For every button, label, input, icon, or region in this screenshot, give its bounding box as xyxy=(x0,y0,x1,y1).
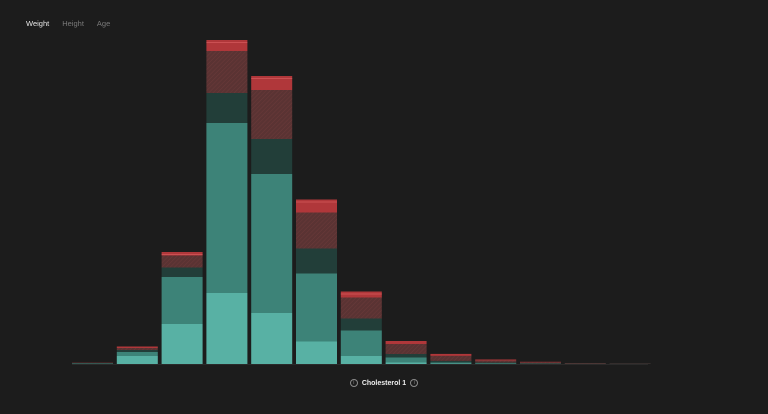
bar-segment[interactable] xyxy=(340,356,382,364)
bar-segment[interactable] xyxy=(251,90,293,139)
bar-segment[interactable] xyxy=(475,359,517,361)
bar-segment[interactable] xyxy=(161,267,203,278)
tab-weight[interactable]: Weight xyxy=(26,19,50,28)
bar-segment[interactable] xyxy=(206,51,248,93)
bar-segment[interactable] xyxy=(520,362,561,364)
bar-segment[interactable] xyxy=(340,330,382,357)
histogram-bar[interactable] xyxy=(564,363,606,364)
bar-segment[interactable] xyxy=(206,123,248,293)
bar-segment[interactable] xyxy=(430,360,472,363)
bar-segment[interactable] xyxy=(296,199,337,213)
bar-segment[interactable] xyxy=(116,348,158,350)
bar-segment[interactable] xyxy=(385,362,427,365)
bar-segment[interactable] xyxy=(116,352,158,356)
bar-segment[interactable] xyxy=(340,291,382,298)
bar-segment[interactable] xyxy=(340,297,382,319)
histogram-bar[interactable] xyxy=(475,359,517,365)
bar-segment[interactable] xyxy=(251,313,293,364)
bar-segment[interactable] xyxy=(161,277,203,324)
tab-age[interactable]: Age xyxy=(96,19,111,28)
bar-segment[interactable] xyxy=(296,212,337,249)
histogram-bar[interactable] xyxy=(609,363,651,365)
bar-segment[interactable] xyxy=(296,273,337,342)
bar-segment[interactable] xyxy=(251,174,293,313)
bars-group xyxy=(72,40,651,364)
bar-segment[interactable] xyxy=(161,255,203,268)
histogram-bar[interactable] xyxy=(72,362,113,364)
histogram-bar[interactable] xyxy=(296,199,337,365)
bar-segment[interactable] xyxy=(206,293,248,364)
bar-segment[interactable] xyxy=(430,363,472,364)
bar-segment[interactable] xyxy=(251,139,293,174)
bar-segment[interactable] xyxy=(385,357,427,363)
bar-segment[interactable] xyxy=(116,350,158,352)
bar-segment[interactable] xyxy=(475,360,517,363)
histogram-bar[interactable] xyxy=(340,291,382,365)
bar-segment[interactable] xyxy=(296,341,337,365)
tab-height[interactable]: Height xyxy=(62,19,84,28)
histogram-bar[interactable] xyxy=(116,346,158,365)
bar-segment[interactable] xyxy=(430,362,472,364)
info-icon[interactable]: i xyxy=(410,379,419,387)
bar-segment[interactable] xyxy=(430,355,472,361)
histogram-bar[interactable] xyxy=(251,76,293,364)
bar-segment[interactable] xyxy=(206,93,248,123)
histogram-bar[interactable] xyxy=(430,353,472,364)
bar-segment[interactable] xyxy=(116,346,158,349)
bar-segment[interactable] xyxy=(430,353,472,356)
bar-segment[interactable] xyxy=(161,252,203,256)
x-axis-title: i Cholesterol 1 i xyxy=(0,379,768,387)
bar-segment[interactable] xyxy=(385,341,427,344)
bar-segment[interactable] xyxy=(116,356,158,364)
bar-segment[interactable] xyxy=(296,248,337,274)
info-icon[interactable]: i xyxy=(349,379,358,387)
histogram-bar[interactable] xyxy=(206,40,248,364)
histogram-bar[interactable] xyxy=(161,252,203,364)
histogram-bar[interactable] xyxy=(520,361,561,364)
bar-segment[interactable] xyxy=(520,361,561,363)
bar-segment[interactable] xyxy=(251,76,293,90)
histogram-bar[interactable] xyxy=(385,341,427,365)
bar-segment[interactable] xyxy=(206,40,248,51)
bar-segment[interactable] xyxy=(385,344,427,354)
bar-segment[interactable] xyxy=(340,318,382,331)
bar-segment[interactable] xyxy=(161,324,203,364)
bar-segment[interactable] xyxy=(475,362,517,364)
variable-tabs: Weight Height Age xyxy=(26,19,110,28)
x-axis-label[interactable]: Cholesterol 1 xyxy=(361,379,407,387)
bar-segment[interactable] xyxy=(385,354,427,358)
